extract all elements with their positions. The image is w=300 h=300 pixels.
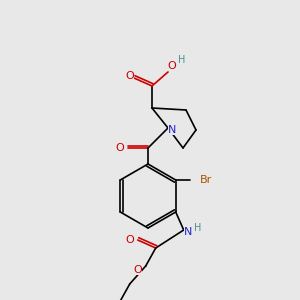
Text: H: H	[194, 223, 201, 233]
Text: N: N	[184, 227, 192, 237]
Text: H: H	[178, 55, 186, 65]
Text: N: N	[168, 125, 176, 135]
Text: O: O	[126, 71, 134, 81]
Text: O: O	[168, 61, 176, 71]
Text: O: O	[133, 265, 142, 275]
Text: O: O	[125, 235, 134, 245]
Text: Br: Br	[200, 175, 212, 185]
Text: O: O	[116, 143, 124, 153]
